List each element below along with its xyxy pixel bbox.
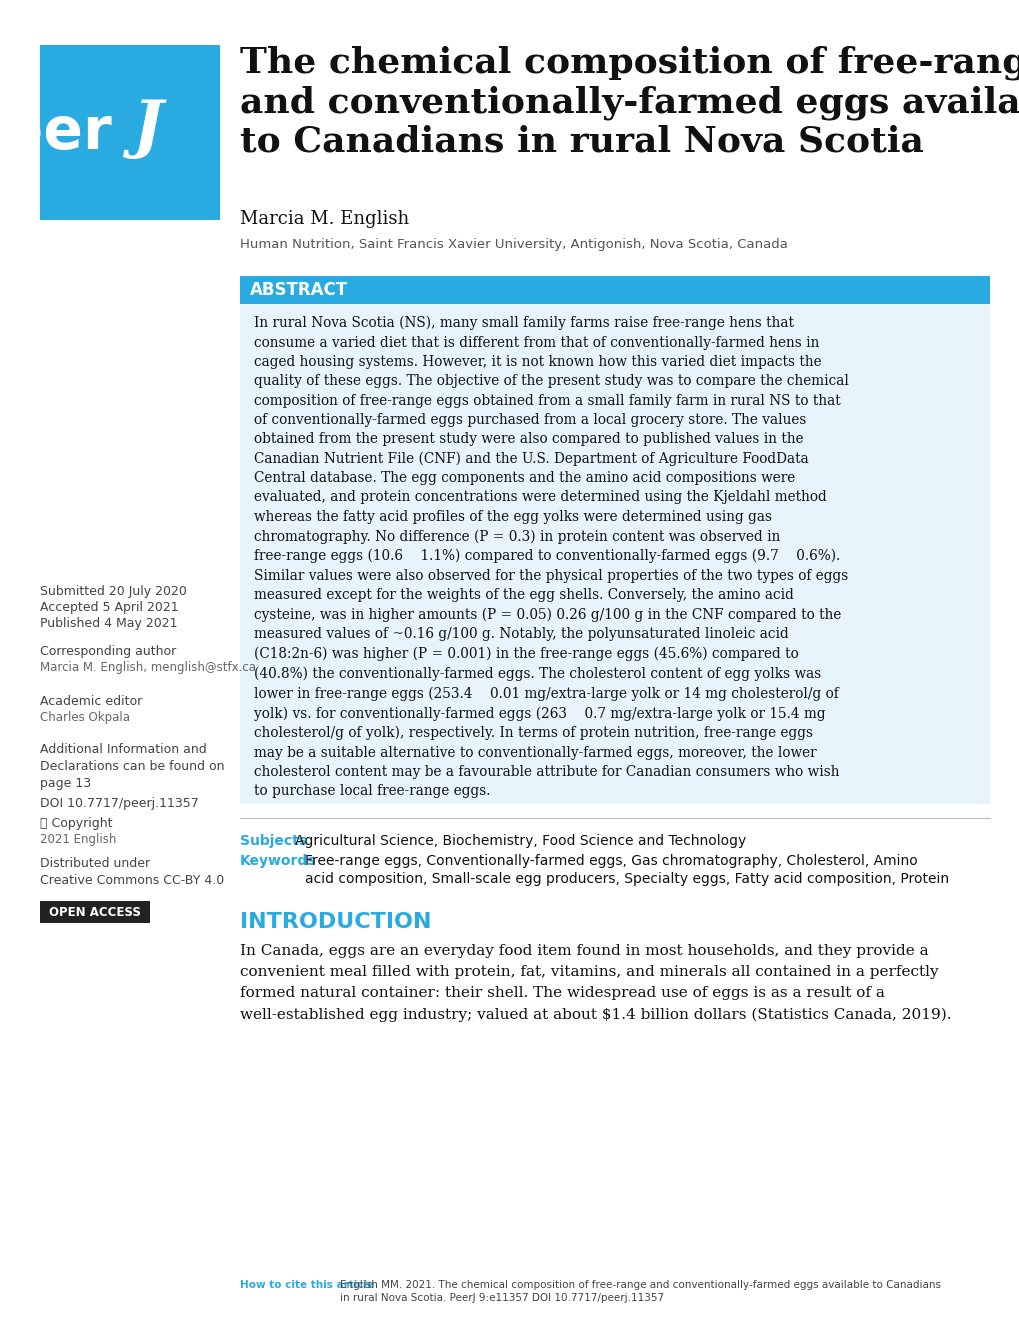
Text: Agricultural Science, Biochemistry, Food Science and Technology: Agricultural Science, Biochemistry, Food… xyxy=(294,834,746,847)
Text: to Canadians in rural Nova Scotia: to Canadians in rural Nova Scotia xyxy=(239,125,923,158)
Text: Additional Information and
Declarations can be found on
page 13: Additional Information and Declarations … xyxy=(40,743,224,789)
Text: OPEN ACCESS: OPEN ACCESS xyxy=(49,906,141,919)
Text: In Canada, eggs are an everyday food item found in most households, and they pro: In Canada, eggs are an everyday food ite… xyxy=(239,944,951,1022)
Text: Peer: Peer xyxy=(0,104,112,161)
Bar xyxy=(239,304,989,804)
Text: In rural Nova Scotia (NS), many small family farms raise free-range hens that
co: In rural Nova Scotia (NS), many small fa… xyxy=(254,315,848,799)
Text: 2021 English: 2021 English xyxy=(40,833,116,846)
Bar xyxy=(40,45,220,220)
Text: J: J xyxy=(131,98,162,160)
Text: Marcia M. English: Marcia M. English xyxy=(239,210,409,228)
Text: English MM. 2021. The chemical composition of free-range and conventionally-farm: English MM. 2021. The chemical compositi… xyxy=(339,1280,941,1303)
Text: and conventionally-farmed eggs available: and conventionally-farmed eggs available xyxy=(239,84,1019,120)
Text: Free-range eggs, Conventionally-farmed eggs, Gas chromatography, Cholesterol, Am: Free-range eggs, Conventionally-farmed e… xyxy=(305,854,949,887)
Text: The chemical composition of free-range: The chemical composition of free-range xyxy=(239,45,1019,79)
Text: Accepted 5 April 2021: Accepted 5 April 2021 xyxy=(40,601,178,614)
Text: DOI 10.7717/peerj.11357: DOI 10.7717/peerj.11357 xyxy=(40,797,199,810)
Text: Submitted 20 July 2020: Submitted 20 July 2020 xyxy=(40,585,186,598)
Text: How to cite this article: How to cite this article xyxy=(239,1280,378,1290)
Text: Distributed under
Creative Commons CC-BY 4.0: Distributed under Creative Commons CC-BY… xyxy=(40,857,224,887)
Text: Keywords: Keywords xyxy=(239,854,316,869)
Text: Ⓒ Copyright: Ⓒ Copyright xyxy=(40,817,112,830)
Bar xyxy=(239,276,989,304)
Text: Marcia M. English, menglish@stfx.ca: Marcia M. English, menglish@stfx.ca xyxy=(40,661,256,675)
Text: Published 4 May 2021: Published 4 May 2021 xyxy=(40,616,177,630)
Text: Subjects: Subjects xyxy=(239,834,307,847)
Text: ABSTRACT: ABSTRACT xyxy=(250,281,347,300)
Text: Corresponding author: Corresponding author xyxy=(40,645,176,657)
Text: INTRODUCTION: INTRODUCTION xyxy=(239,912,431,932)
Text: Academic editor: Academic editor xyxy=(40,696,142,708)
Text: Human Nutrition, Saint Francis Xavier University, Antigonish, Nova Scotia, Canad: Human Nutrition, Saint Francis Xavier Un… xyxy=(239,238,787,251)
Bar xyxy=(40,902,150,923)
Text: Charles Okpala: Charles Okpala xyxy=(40,711,129,723)
